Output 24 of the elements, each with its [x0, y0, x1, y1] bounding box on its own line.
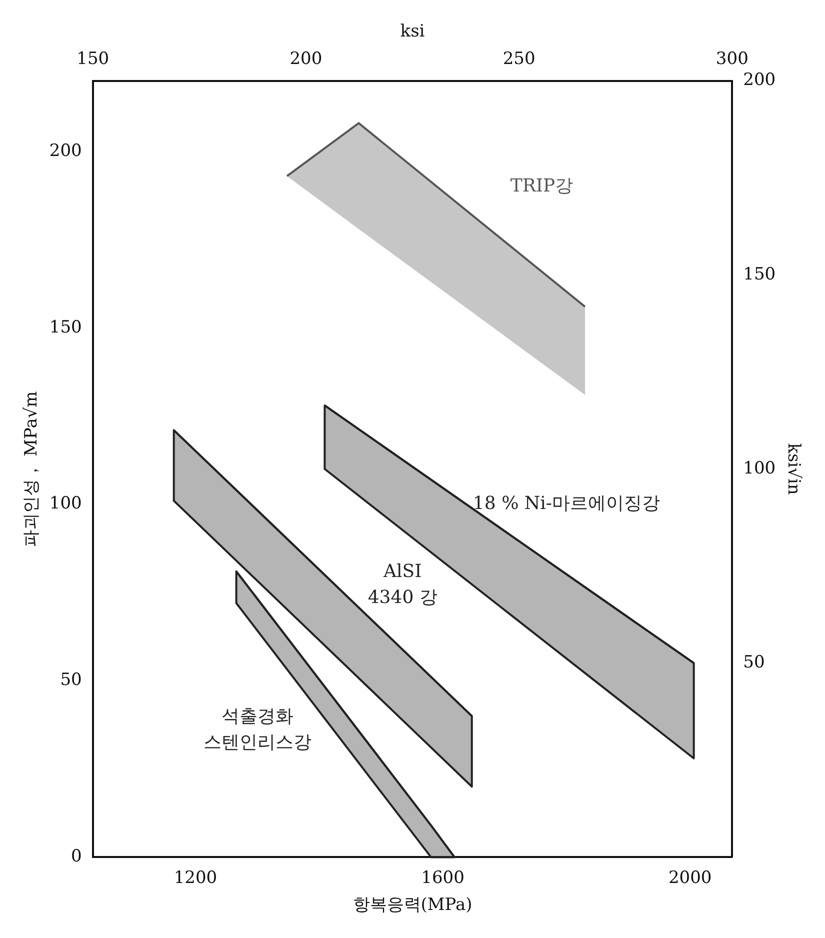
- x2-tick-label: 200: [290, 49, 322, 70]
- y2-tick-label: 50: [743, 652, 765, 673]
- text: TRIP강: [510, 175, 574, 196]
- x-tick-label: 1200: [174, 868, 218, 888]
- y-tick-label: 100: [49, 494, 82, 514]
- y2-tick-label: 100: [743, 458, 776, 478]
- x2-tick-label: 300: [716, 49, 748, 70]
- x-tick-label: 2000: [668, 868, 712, 888]
- y-tick-label: 200: [49, 140, 82, 161]
- series-label: 18 % Ni-마르에이징강: [472, 492, 660, 514]
- y-axis-title: 파괴인성， MPa√m: [22, 391, 42, 547]
- y-tick-label: 150: [49, 317, 82, 338]
- series-label: AlSI 4340 강: [368, 561, 438, 608]
- y2-tick-label: 200: [743, 70, 776, 90]
- series-label: 석출경화 스텐인리스강: [203, 706, 312, 753]
- x2-axis-title: ksi: [400, 22, 426, 42]
- y2-axis-title: ksi√in: [783, 443, 804, 495]
- y2-tick-label: 150: [743, 264, 776, 284]
- x2-tick-label: 250: [502, 49, 536, 70]
- x2-tick-label: 150: [76, 49, 110, 70]
- x-axis-title: 항복응력(MPa): [352, 895, 472, 916]
- x-tick-label: 1600: [421, 868, 464, 888]
- y-tick-label: 0: [71, 846, 82, 867]
- y-tick-label: 50: [60, 670, 82, 690]
